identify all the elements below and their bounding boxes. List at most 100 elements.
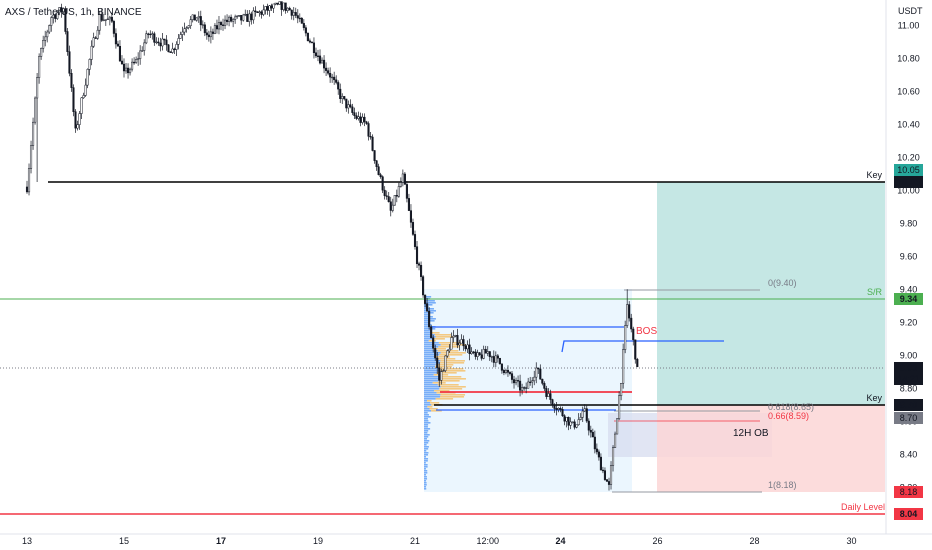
stop-label: 8.18 — [900, 487, 918, 497]
candle-body — [343, 96, 346, 100]
candle-body — [379, 174, 382, 177]
volume-profile-bar — [424, 356, 435, 358]
current-price-label-bg — [894, 362, 923, 385]
candle-body — [583, 408, 586, 412]
candle-body — [502, 370, 505, 374]
volume-profile-bar — [424, 446, 429, 448]
candle-body — [209, 31, 212, 38]
candle-body — [460, 339, 463, 344]
candle-body — [250, 13, 253, 21]
candle-body — [264, 6, 267, 11]
candle-body — [490, 356, 493, 358]
candle-body — [474, 351, 477, 357]
volume-profile-bar — [424, 348, 433, 350]
currency-label: USDT — [898, 6, 923, 16]
candle-body — [446, 350, 449, 357]
candle-body — [240, 15, 243, 21]
volume-profile-bar — [427, 406, 433, 408]
candle-body — [589, 429, 592, 433]
candle-body — [541, 378, 544, 384]
candle-body — [246, 13, 249, 22]
candle-body — [139, 50, 142, 59]
candle-body — [466, 344, 469, 350]
volume-profile-bar — [438, 376, 462, 378]
candle-body — [108, 16, 111, 20]
volume-profile-bar — [424, 322, 430, 324]
candle-body — [365, 121, 368, 124]
candle-body — [100, 14, 103, 21]
candle-body — [84, 84, 87, 96]
candle-body — [159, 42, 162, 47]
candle-body — [399, 182, 402, 187]
volume-profile-bar — [424, 428, 431, 430]
candle-body — [32, 121, 35, 146]
candle-body — [424, 294, 427, 304]
candle-body — [512, 379, 516, 384]
candle-body — [90, 45, 93, 60]
stop-loss-zone — [657, 405, 885, 492]
candle-body — [415, 246, 419, 264]
candle-body — [478, 352, 481, 356]
volume-profile-bar — [440, 386, 466, 388]
volume-profile-bar — [424, 296, 432, 298]
candle-body — [614, 433, 617, 448]
candle-body — [163, 38, 166, 41]
volume-profile-bar — [424, 430, 429, 432]
candle-body — [62, 8, 65, 12]
candle-body — [288, 7, 291, 11]
fib-0-annotation: 0(9.40) — [768, 278, 797, 288]
price-tick-label: 8.80 — [900, 383, 918, 393]
price-tick-label: 8.40 — [900, 449, 918, 459]
volume-profile-bar — [424, 414, 429, 416]
time-tick-label: 26 — [652, 536, 662, 546]
volume-profile-bar — [424, 448, 429, 450]
candle-body — [492, 356, 495, 363]
candle-body — [223, 19, 227, 26]
candle-body — [323, 59, 326, 69]
range-box — [424, 289, 632, 492]
candle-body — [64, 8, 67, 32]
volume-profile-bar — [424, 392, 437, 394]
candle-body — [571, 421, 574, 423]
candle-body — [591, 431, 594, 438]
candle-body — [133, 61, 136, 64]
candle-body — [549, 393, 552, 400]
candle-body — [620, 382, 623, 396]
candle-body — [417, 263, 421, 266]
candle-body — [527, 381, 530, 389]
candle-body — [579, 416, 582, 420]
candle-body — [112, 21, 115, 34]
candle-body — [432, 337, 435, 349]
price-labels: 10.05 10.05 9.34 8.93 14:21 8.70 8.70 8.… — [894, 164, 923, 520]
candle-body — [205, 32, 208, 36]
candle-body — [521, 387, 524, 391]
candle-body — [82, 95, 85, 99]
volume-profile-bar — [440, 344, 466, 346]
volume-profile-bar — [440, 370, 466, 372]
volume-profile-bar — [432, 348, 446, 350]
volume-profile-bar — [424, 422, 431, 424]
candle-body — [397, 186, 400, 197]
key-upper-annotation: Key — [866, 170, 882, 180]
candle-body — [272, 3, 275, 9]
volume-profile-bar — [424, 310, 436, 312]
volume-profile-bar — [424, 484, 427, 486]
fib-1-annotation: 1(8.18) — [768, 480, 797, 490]
volume-profile-bar — [424, 458, 429, 460]
candle-body — [50, 17, 53, 26]
volume-profile-bar — [424, 480, 427, 482]
time-axis[interactable]: 13 15 17 19 21 12:00 24 26 28 30 — [0, 533, 932, 546]
candle-body — [609, 465, 613, 485]
volume-profile-bar — [430, 402, 440, 404]
candle-body — [632, 328, 635, 341]
candle-body — [34, 97, 37, 123]
candle-body — [567, 416, 570, 426]
candle-body — [165, 39, 168, 46]
volume-profile-bar — [440, 378, 466, 380]
candle-body — [519, 380, 522, 391]
volume-profile-bar — [424, 404, 432, 406]
candle-body — [436, 357, 439, 369]
volume-profile-bar — [424, 304, 433, 306]
price-axis[interactable]: USDT 11.00 10.80 10.60 10.40 10.20 10.00 9.80 9… — [885, 0, 932, 534]
